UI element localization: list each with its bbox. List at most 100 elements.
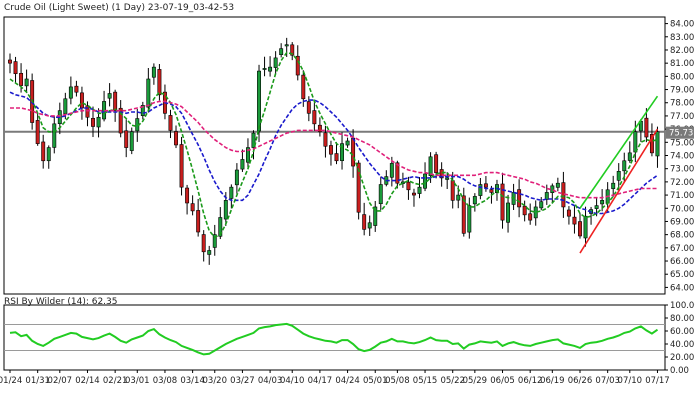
- candle-body: [445, 177, 450, 180]
- price-y-tick-label: 84.00: [670, 20, 694, 30]
- candle-body: [373, 206, 378, 226]
- candle-body: [19, 72, 24, 86]
- price-y-tick-label: 80.00: [670, 72, 694, 82]
- x-tick-label: 06/05: [490, 376, 515, 386]
- candle-body: [506, 202, 511, 223]
- price-y-tick-label: 69.00: [670, 217, 694, 227]
- candle-body: [456, 194, 461, 201]
- candle-body: [157, 69, 162, 96]
- price-y-tick-label: 73.00: [670, 165, 694, 175]
- candle-body: [340, 143, 344, 161]
- moving-average-line-1: [9, 91, 658, 215]
- candle-body: [168, 115, 173, 131]
- candle-body: [395, 162, 400, 184]
- candle-body: [467, 205, 472, 233]
- candle-body: [46, 147, 51, 162]
- candle-body: [583, 215, 588, 239]
- candle-body: [627, 152, 632, 161]
- candle-body: [41, 141, 46, 162]
- candle-body: [268, 66, 273, 72]
- candle-body: [295, 55, 300, 76]
- candle-body: [190, 203, 195, 212]
- candle-body: [223, 200, 228, 220]
- candle-body: [290, 44, 295, 56]
- candle-body: [212, 234, 217, 248]
- candle-body: [522, 205, 527, 216]
- x-tick-label: 07/03: [595, 376, 620, 386]
- candle-body: [323, 132, 328, 147]
- candle-body: [317, 124, 322, 133]
- x-tick-label: 04/24: [335, 376, 360, 386]
- candle-body: [113, 91, 118, 111]
- price-y-tick-label: 65.00: [670, 270, 694, 280]
- candle-body: [124, 130, 129, 148]
- x-tick-label: 03/20: [203, 376, 228, 386]
- x-tick-label: 03/27: [230, 376, 255, 386]
- candle-body: [207, 250, 212, 255]
- candle-body: [566, 209, 571, 217]
- candle-body: [655, 131, 660, 157]
- candle-body: [356, 162, 361, 213]
- candle-body: [284, 44, 289, 47]
- candle-body: [96, 116, 101, 128]
- candle-body: [600, 200, 605, 205]
- candle-body: [478, 184, 483, 196]
- x-tick-label: 06/12: [518, 376, 543, 386]
- candle-body: [234, 169, 239, 186]
- price-y-tick-label: 64.00: [670, 283, 694, 293]
- x-tick-label: 03/08: [153, 376, 178, 386]
- price-y-tick-label: 78.00: [670, 99, 694, 109]
- price-y-tick-label: 77.00: [670, 112, 694, 122]
- candle-body: [118, 107, 123, 134]
- candle-body: [229, 186, 234, 199]
- candle-body: [544, 192, 549, 200]
- candle-body: [107, 93, 112, 99]
- candle-body: [428, 156, 433, 177]
- rsi-y-tick-label: 20.00: [670, 353, 694, 363]
- candle-body: [185, 187, 190, 204]
- candle-body: [439, 169, 444, 179]
- x-tick-label: 02/14: [75, 376, 100, 386]
- candle-body: [52, 123, 57, 148]
- rsi-y-tick-label: 60.00: [670, 327, 694, 337]
- candle-body: [312, 110, 317, 125]
- candle-body: [351, 137, 356, 167]
- price-y-tick-label: 70.00: [670, 204, 694, 214]
- price-y-tick-label: 75.00: [670, 138, 694, 148]
- rsi-y-tick-label: 40.00: [670, 340, 694, 350]
- x-tick-label: 01/24: [0, 376, 22, 386]
- candle-body: [262, 68, 267, 70]
- candle-body: [472, 196, 477, 205]
- last-price-value: 75.73: [669, 129, 693, 139]
- price-y-tick-label: 71.00: [670, 191, 694, 201]
- candle-body: [63, 98, 68, 115]
- x-tick-label: 01/31: [25, 376, 50, 386]
- candle-body: [196, 210, 201, 233]
- candle-body: [483, 183, 488, 188]
- candle-body: [550, 185, 555, 194]
- candle-body: [140, 105, 145, 117]
- x-tick-label: 04/17: [308, 376, 333, 386]
- price-panel-frame: [3, 16, 666, 295]
- price-y-tick-label: 83.00: [670, 33, 694, 43]
- price-y-tick-label: 82.00: [670, 46, 694, 56]
- candle-body: [273, 57, 278, 68]
- x-tick-label: 05/08: [385, 376, 410, 386]
- candle-body: [146, 78, 151, 108]
- candle-body: [622, 160, 627, 172]
- candle-body: [578, 221, 582, 237]
- price-y-tick-label: 81.00: [670, 59, 694, 69]
- candle-body: [251, 132, 256, 148]
- candle-body: [378, 184, 383, 205]
- x-tick-label: 04/10: [280, 376, 305, 386]
- candle-body: [644, 117, 649, 138]
- candle-body: [461, 195, 466, 234]
- rsi-label: RSI By Wilder (14): 62.35: [4, 297, 118, 307]
- rsi-y-tick-label: 100.00: [670, 301, 695, 311]
- price-y-tick-label: 68.00: [670, 231, 694, 241]
- candle-body: [329, 145, 333, 155]
- candle-body: [91, 117, 95, 127]
- x-tick-label: 04/03: [258, 376, 283, 386]
- trendline-2: [579, 128, 659, 254]
- candle-body: [572, 216, 577, 225]
